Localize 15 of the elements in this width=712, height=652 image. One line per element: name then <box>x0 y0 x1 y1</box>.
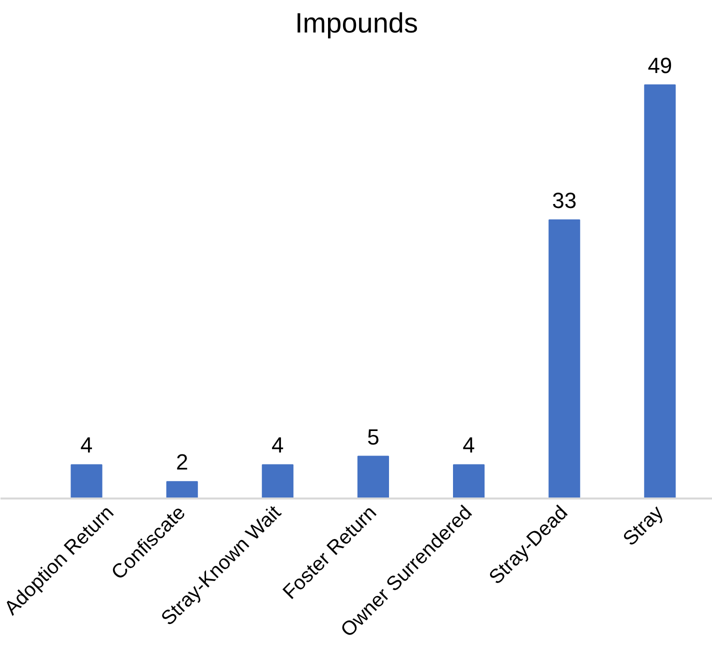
data-label: 33 <box>552 188 577 213</box>
bar <box>453 464 485 498</box>
data-label: 4 <box>462 432 475 458</box>
bar <box>644 84 676 498</box>
bar <box>70 464 102 498</box>
chart-title: Impounds <box>295 8 418 38</box>
data-label: 5 <box>367 424 380 450</box>
bar <box>548 219 580 498</box>
bar <box>166 481 198 498</box>
data-label: 4 <box>272 432 284 458</box>
data-label: 49 <box>648 52 672 78</box>
bar <box>262 464 294 498</box>
data-label: 4 <box>80 432 93 458</box>
data-label: 2 <box>176 450 188 475</box>
bar <box>357 456 390 498</box>
